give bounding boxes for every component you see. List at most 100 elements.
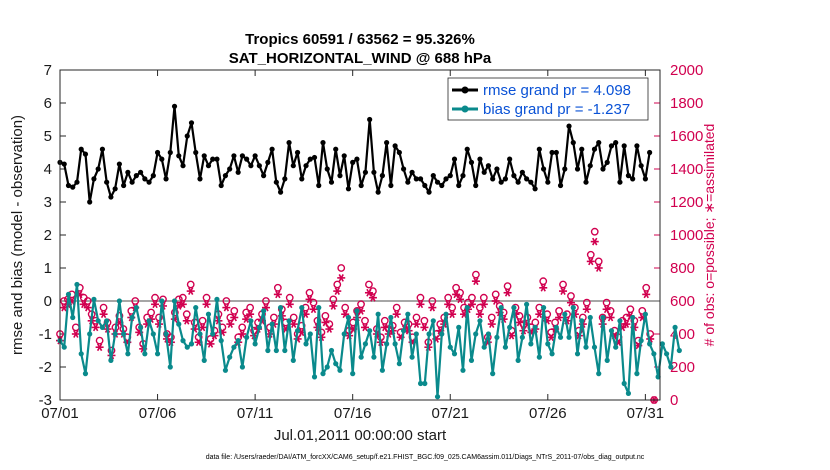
y2-tick-label: 200 [670,359,695,376]
rmse-point [400,166,407,172]
rmse-point [273,179,279,185]
bias-point [579,318,585,324]
bias-point [608,328,615,334]
rmse-point [447,173,453,179]
asterisk-stroke [560,287,566,295]
y2-axis-label: # of obs: o=possible; ∗=assimilated [701,124,717,347]
rmse-point [451,156,458,162]
obs-possible-marker [594,257,603,266]
rmse-point [78,146,84,152]
rmse-point [129,179,135,185]
obs-assimilated-marker [178,300,187,309]
rmse-point [498,179,504,185]
asterisk-stroke [413,320,420,328]
y-tick-label: 5 [44,128,52,145]
rmse-point [371,169,377,175]
obs-possible-marker [341,303,350,312]
obs-possible-marker [412,313,421,322]
asterisk-stroke [477,310,483,319]
bias-point [277,305,284,311]
rmse-point [74,179,80,185]
obs-assimilated-marker [222,303,231,312]
bias-point [524,301,530,307]
rmse-point [333,146,339,152]
obs-assimilated-marker [471,277,480,286]
rmse-point [146,179,152,185]
bias-point [468,357,475,363]
asterisk-stroke [291,320,297,328]
bias-point [133,305,139,311]
legend-bias-label: bias grand pr = -1.237 [483,101,630,118]
rmse-point [286,140,292,146]
obs-possible-marker [305,288,314,297]
asterisk-stroke [231,313,237,322]
rmse-point [244,156,250,162]
bias-point [61,344,67,350]
bias-point [65,291,72,297]
obs-assimilated-marker [503,288,512,297]
obs-possible-marker [626,305,635,314]
obs-possible-marker [590,227,599,236]
y-tick-label: -2 [39,359,52,376]
x-tick-label: 07/11 [237,405,273,422]
bias-point [498,305,504,311]
rmse-point [443,176,449,182]
rmse-point [197,176,203,182]
asterisk-stroke [287,300,293,309]
rmse-point [434,179,441,185]
asterisk-stroke [481,300,487,309]
asterisk-stroke [429,303,436,312]
asterisk-stroke [437,326,443,335]
rmse-point [61,161,67,167]
asterisk-stroke [588,257,594,266]
obs-assimilated-marker [392,310,401,319]
rmse-point [604,159,610,165]
rmse-point [426,189,432,195]
asterisk-stroke [453,290,459,299]
asterisk-stroke [469,300,475,309]
rmse-point [532,186,538,192]
rmse-point [557,182,564,189]
rmse-point [583,179,589,185]
asterisk-stroke [152,300,158,309]
obs-assimilated-marker [428,303,437,312]
rmse-point [422,182,428,189]
bias-point [532,324,538,330]
obs-assimilated-marker [606,313,615,322]
bias-point [282,347,288,354]
bias-point [583,344,589,350]
bias-point [256,324,262,330]
obs-assimilated-marker [602,305,611,314]
obs-possible-marker [642,283,651,292]
rmse-point [227,166,233,172]
obs-possible-marker [262,297,270,305]
rmse-point [549,149,555,156]
obs-assimilated-marker [91,323,100,332]
asterisk-stroke [508,331,515,340]
y-tick-label: 4 [44,161,52,178]
rmse-point [574,166,581,172]
asterisk-stroke [330,302,337,310]
bias-point [515,357,521,363]
rmse-point [269,146,275,152]
bias-point [651,351,657,357]
obs-assimilated-marker [333,287,342,295]
rmse-point [307,156,313,162]
bias-point [163,331,169,337]
bias-point [617,318,623,324]
y-tick-label: 0 [44,293,52,310]
obs-assimilated-marker [420,323,429,332]
rmse-point [367,116,373,123]
asterisk-stroke [473,277,479,286]
y-tick-label: 2 [44,227,52,244]
bias-point [269,321,275,327]
rmse-point [596,140,602,146]
rmse-point [188,120,195,126]
obs-assimilated-marker [285,300,294,309]
asterisk-stroke [516,318,523,327]
rmse-point [388,182,394,189]
obs-possible-marker [555,306,563,315]
bias-point [205,311,212,317]
asterisk-stroke [595,264,602,272]
bias-point [171,298,178,304]
